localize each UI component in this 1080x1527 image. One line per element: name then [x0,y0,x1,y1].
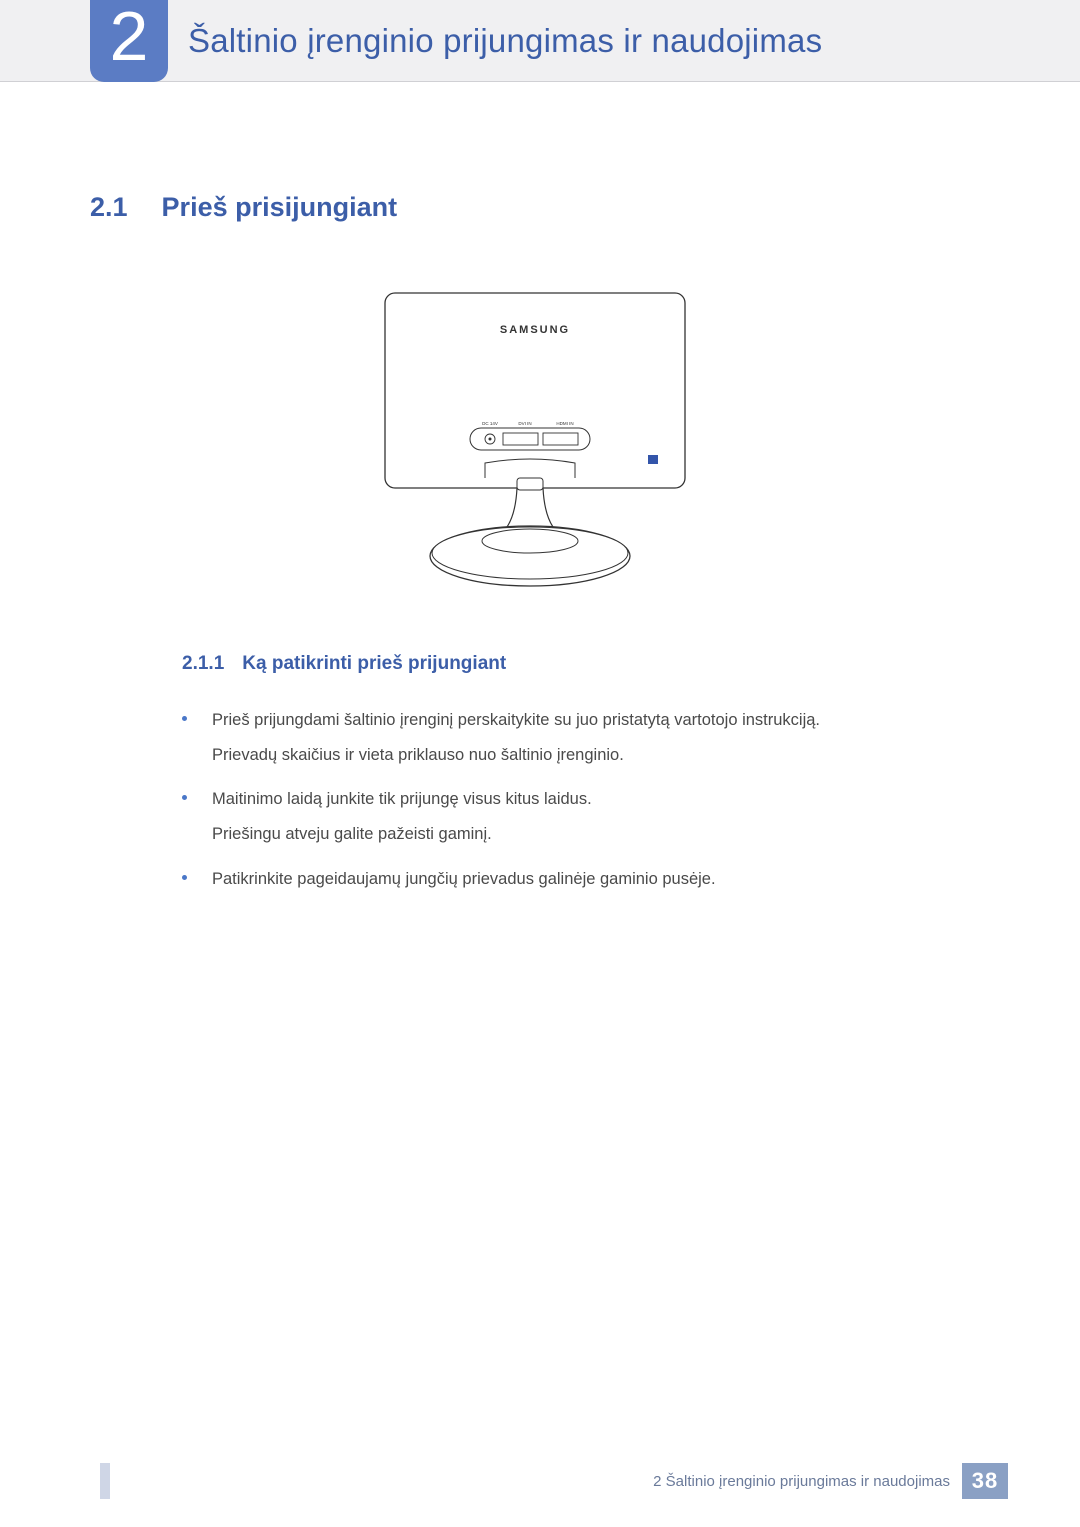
section-heading: 2.1 Prieš prisijungiant [90,192,990,223]
bullet-icon [182,875,187,880]
footer-text: 2 Šaltinio įrenginio prijungimas ir naud… [653,1473,950,1490]
bullet-icon [182,716,187,721]
chapter-number-badge: 2 [90,0,168,82]
page-footer: 2 Šaltinio įrenginio prijungimas ir naud… [0,1463,1080,1527]
svg-text:DVI IN: DVI IN [518,421,531,426]
bullet-list: Prieš prijungdami šaltinio įrenginį pers… [182,703,990,896]
chapter-number: 2 [110,0,149,76]
bullet-text-line1: Prieš prijungdami šaltinio įrenginį pers… [212,711,820,729]
bullet-text-line2: Prievadų skaičius ir vieta priklauso nuo… [212,746,624,764]
bullet-icon [182,795,187,800]
svg-text:DC 14V: DC 14V [482,421,498,426]
page-number: 38 [962,1463,1008,1499]
page-content: 2.1 Prieš prisijungiant SAMSUNG DC 14V D… [0,82,1080,896]
list-item: Prieš prijungdami šaltinio įrenginį pers… [182,703,990,772]
bullet-text-line1: Maitinimo laidą junkite tik prijungę vis… [212,790,592,808]
list-item: Patikrinkite pageidaujamų jungčių prieva… [182,862,990,897]
bullet-text-line1: Patikrinkite pageidaujamų jungčių prieva… [212,870,716,888]
section-title: Prieš prisijungiant [162,192,398,223]
monitor-figure: SAMSUNG DC 14V DVI IN HDMI IN [90,283,990,593]
monitor-illustration: SAMSUNG DC 14V DVI IN HDMI IN [375,283,705,593]
svg-text:HDMI IN: HDMI IN [556,421,573,426]
list-item: Maitinimo laidą junkite tik prijungę vis… [182,782,990,851]
bullet-text-line2: Priešingu atveju galite pažeisti gaminį. [212,825,492,843]
section-number: 2.1 [90,192,128,223]
subsection-heading: 2.1.1 Ką patikrinti prieš prijungiant [182,653,990,675]
chapter-title: Šaltinio įrenginio prijungimas ir naudoj… [188,22,822,60]
subsection-title: Ką patikrinti prieš prijungiant [242,653,506,675]
subsection-number: 2.1.1 [182,653,224,675]
brand-label: SAMSUNG [500,324,570,336]
footer-accent-bar [100,1463,110,1499]
chapter-header: 2 Šaltinio įrenginio prijungimas ir naud… [0,0,1080,82]
